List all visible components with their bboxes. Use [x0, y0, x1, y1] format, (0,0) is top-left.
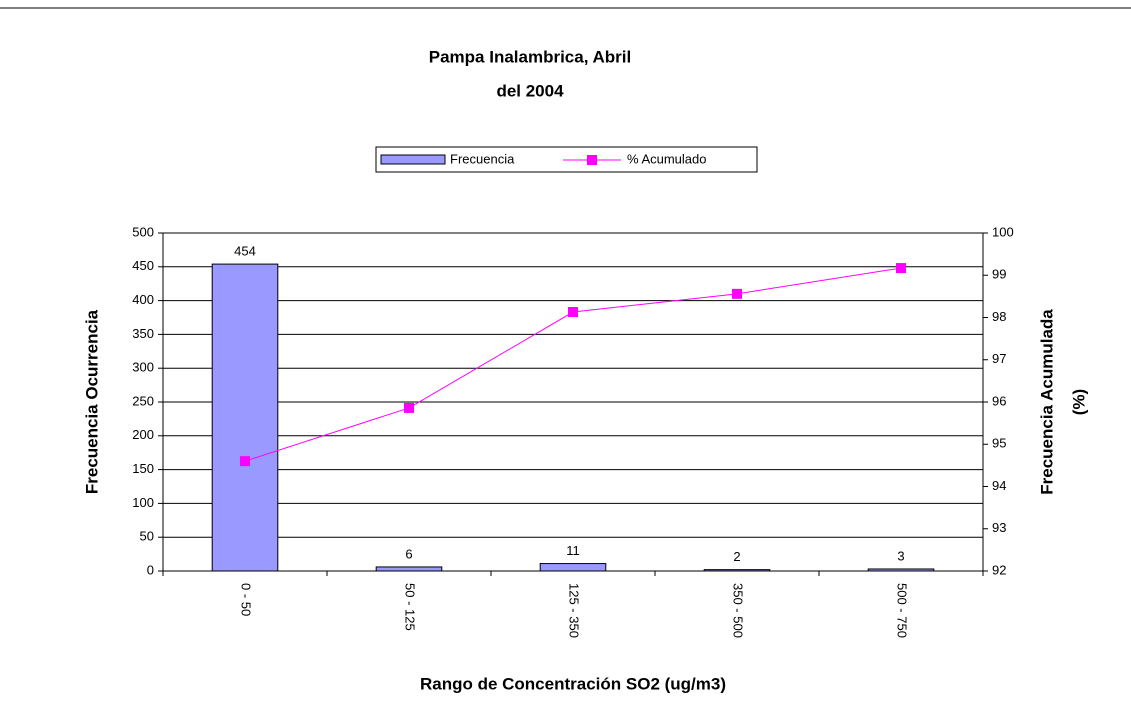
- y-tick-label: 250: [132, 393, 154, 408]
- y-tick-label: 150: [132, 461, 154, 476]
- x-tick-label: 0 - 50: [239, 583, 254, 616]
- x-tick-label: 500 - 750: [895, 583, 910, 638]
- data-label: 3: [897, 548, 904, 563]
- legend-marker: [587, 155, 597, 165]
- x-axis-title: Rango de Concentración SO2 (ug/m3): [420, 674, 726, 693]
- bar: [375, 566, 443, 572]
- marker: [568, 307, 578, 318]
- y-tick-label: 500: [132, 224, 154, 239]
- y2-tick-label: 95: [992, 436, 1006, 451]
- data-label: 2: [733, 549, 740, 564]
- y2-tick-label: 92: [992, 562, 1006, 577]
- bar: [703, 569, 771, 572]
- marker: [240, 456, 250, 467]
- y2-tick-label: 96: [992, 393, 1006, 408]
- y2-axis-title: (%): [1069, 389, 1088, 415]
- legend-label: % Acumulado: [627, 151, 707, 166]
- y2-tick-label: 99: [992, 267, 1006, 282]
- y-tick-label: 350: [132, 326, 154, 341]
- y-axis-title: Frecuencia Ocurrencia: [82, 309, 101, 494]
- data-label: 6: [405, 546, 412, 561]
- y2-axis-title: Frecuencia Acumulada: [1037, 309, 1056, 495]
- legend-swatch: [380, 154, 446, 165]
- y-tick-label: 100: [132, 495, 154, 510]
- marker: [896, 263, 906, 274]
- y-tick-label: 450: [132, 258, 154, 273]
- bar: [539, 563, 607, 572]
- y2-tick-label: 94: [992, 478, 1006, 493]
- y2-tick-label: 98: [992, 309, 1006, 324]
- y2-tick-label: 100: [992, 224, 1014, 239]
- legend-label: Frecuencia: [450, 151, 515, 166]
- chart-title: del 2004: [496, 81, 564, 100]
- data-label: 11: [566, 543, 580, 558]
- bar: [867, 568, 935, 572]
- y2-tick-label: 93: [992, 520, 1006, 535]
- data-label: 454: [234, 244, 256, 259]
- x-tick-label: 125 - 350: [567, 583, 582, 638]
- x-tick-label: 350 - 500: [731, 583, 746, 638]
- marker: [404, 402, 414, 413]
- chart-title: Pampa Inalambrica, Abril: [429, 47, 632, 66]
- bar: [211, 263, 279, 572]
- y-tick-label: 200: [132, 427, 154, 442]
- x-tick-label: 50 - 125: [403, 583, 418, 631]
- marker: [732, 288, 742, 299]
- y-tick-label: 0: [147, 562, 154, 577]
- y-tick-label: 50: [140, 529, 154, 544]
- y2-tick-label: 97: [992, 351, 1006, 366]
- y-tick-label: 300: [132, 360, 154, 375]
- y-tick-label: 400: [132, 292, 154, 307]
